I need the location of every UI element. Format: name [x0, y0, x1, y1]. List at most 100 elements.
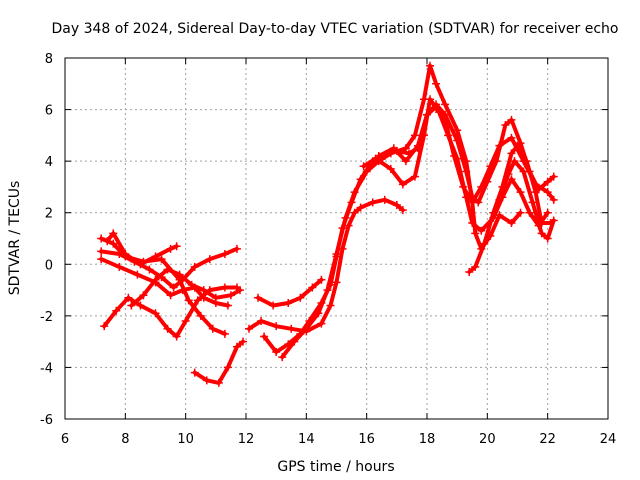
chart-title: Day 348 of 2024, Sidereal Day-to-day VTE… — [52, 21, 619, 37]
data-point — [172, 242, 181, 251]
data-point — [287, 324, 296, 333]
data-point — [308, 283, 317, 292]
data-point — [522, 157, 531, 166]
data-point — [471, 229, 480, 238]
data-point — [519, 167, 528, 176]
data-point — [525, 208, 534, 217]
data-point — [483, 177, 492, 186]
series-track-6 — [129, 267, 242, 308]
data-point — [97, 247, 106, 256]
data-point — [380, 195, 389, 204]
data-point — [510, 157, 519, 166]
data-point — [386, 164, 395, 173]
data-point — [97, 234, 106, 243]
data-point — [468, 219, 477, 228]
data-point — [157, 255, 166, 264]
data-point — [115, 262, 124, 271]
data-point — [302, 324, 311, 333]
data-point — [492, 157, 501, 166]
data-point — [124, 293, 133, 302]
data-point — [220, 249, 229, 258]
data-point — [232, 342, 241, 351]
data-point — [549, 172, 558, 181]
data-point — [220, 283, 229, 292]
data-point — [549, 216, 558, 225]
x-tick-label: 12 — [238, 432, 255, 447]
data-point — [103, 237, 112, 246]
data-point — [214, 378, 223, 387]
data-point — [507, 133, 516, 142]
y-axis-label: SDTVAR / TECUs — [7, 181, 23, 296]
data-point — [109, 229, 118, 238]
x-tick-label: 16 — [358, 432, 375, 447]
data-series — [97, 61, 558, 387]
y-tick-label: 0 — [45, 258, 53, 273]
data-point — [543, 177, 552, 186]
data-point — [332, 249, 341, 258]
data-point — [426, 95, 435, 104]
data-point — [462, 167, 471, 176]
data-point — [441, 100, 450, 109]
data-point — [398, 180, 407, 189]
data-point — [477, 226, 486, 235]
data-point — [193, 296, 202, 305]
data-point — [208, 324, 217, 333]
series-track-12 — [361, 97, 550, 233]
x-tick-label: 24 — [600, 432, 617, 447]
data-point — [254, 293, 263, 302]
x-tick-label: 6 — [61, 432, 69, 447]
data-point — [341, 213, 350, 222]
data-point — [504, 170, 513, 179]
x-tick-label: 10 — [177, 432, 194, 447]
data-point — [317, 319, 326, 328]
data-point — [501, 121, 510, 130]
x-tick-label: 22 — [539, 432, 556, 447]
data-point — [211, 293, 220, 302]
data-point — [513, 141, 522, 150]
plot-frame — [64, 57, 609, 420]
x-tick-label: 20 — [479, 432, 496, 447]
data-point — [196, 311, 205, 320]
data-point — [269, 301, 278, 310]
x-tick-label: 18 — [419, 432, 436, 447]
data-point — [359, 162, 368, 171]
data-point — [223, 301, 232, 310]
data-point — [112, 306, 121, 315]
series-track-9 — [256, 277, 324, 308]
data-point — [226, 291, 235, 300]
data-point — [97, 255, 106, 264]
data-point — [272, 322, 281, 331]
data-point — [444, 131, 453, 140]
data-point — [187, 280, 196, 289]
data-point — [480, 239, 489, 248]
data-point — [184, 296, 193, 305]
data-point — [332, 278, 341, 287]
data-point — [374, 151, 383, 160]
data-point — [495, 211, 504, 220]
data-point — [202, 376, 211, 385]
data-point — [245, 324, 254, 333]
data-point — [410, 131, 419, 140]
data-point — [139, 291, 148, 300]
data-point — [410, 172, 419, 181]
data-point — [314, 309, 323, 318]
data-point — [549, 195, 558, 204]
data-point — [471, 262, 480, 271]
data-point — [516, 188, 525, 197]
y-ticks: -6 -4 -2 0 2 4 6 8 — [40, 52, 608, 428]
x-ticks: 6 8 10 12 14 16 18 20 22 24 — [61, 58, 616, 447]
data-point — [151, 252, 160, 261]
data-point — [507, 149, 516, 158]
data-point — [163, 265, 172, 274]
data-point — [109, 239, 118, 248]
series-track-15 — [497, 159, 556, 241]
data-point — [100, 322, 109, 331]
data-point — [121, 249, 130, 258]
data-point — [465, 268, 474, 277]
y-tick-label: -2 — [40, 310, 53, 325]
data-point — [290, 337, 299, 346]
y-tick-label: 2 — [45, 207, 53, 222]
data-point — [356, 203, 365, 212]
data-point — [543, 208, 552, 217]
